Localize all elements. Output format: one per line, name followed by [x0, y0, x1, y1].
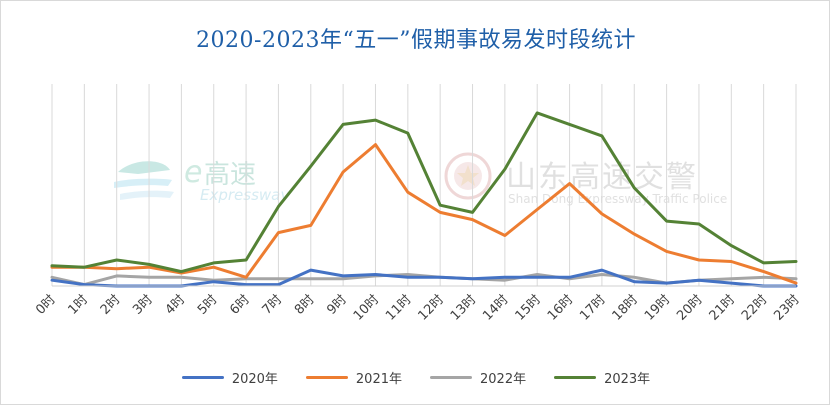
x-tick-label: 3时	[130, 292, 156, 318]
legend-label: 2021年	[355, 372, 402, 387]
series-line-2021年	[50, 143, 798, 285]
x-tick-label: 9时	[324, 292, 350, 318]
x-tick-label: 15时	[513, 292, 544, 323]
x-tick-label: 4时	[163, 292, 189, 318]
x-tick-label: 19时	[642, 292, 673, 323]
chart-title: 2020-2023年“五一”假期事故易发时段统计	[196, 28, 636, 53]
x-tick-label: 14时	[480, 292, 511, 323]
legend-label: 2022年	[480, 372, 527, 387]
x-tick-label: 20时	[674, 292, 705, 323]
chart-series	[50, 111, 798, 288]
x-tick-label: 6时	[227, 292, 253, 318]
legend-label: 2020年	[231, 372, 278, 387]
x-tick-label: 8时	[292, 292, 318, 318]
x-tick-label: 0时	[33, 292, 59, 318]
x-tick-label: 23时	[771, 292, 802, 323]
chart-legend: 2020年 2021年 2022年 2023年	[0, 368, 832, 387]
x-tick-label: 13时	[448, 292, 479, 323]
x-tick-label: 5时	[195, 292, 221, 318]
series-line-2023年	[50, 111, 798, 274]
x-tick-label: 16时	[545, 292, 576, 323]
legend-label: 2023年	[604, 372, 651, 387]
x-tick-label: 17时	[577, 292, 608, 323]
legend-swatch	[554, 376, 597, 379]
x-axis-ticks: 0时 1时 2时 3时 4时 5时 6时 7时 8时 9时 10时 11时 12时 13时 14时 15时 16…	[33, 292, 803, 323]
x-tick-label: 7时	[260, 292, 286, 318]
legend-item: 2021年	[305, 368, 402, 387]
x-tick-label: 18时	[610, 292, 641, 323]
legend-swatch	[181, 376, 224, 379]
x-tick-label: 1时	[66, 292, 92, 318]
legend-swatch	[305, 376, 348, 379]
legend-item: 2020年	[181, 368, 278, 387]
legend-swatch	[430, 376, 472, 379]
legend-item: 2022年	[430, 368, 526, 387]
chart-grid	[51, 84, 797, 286]
x-tick-label: 10时	[351, 292, 382, 323]
x-tick-label: 12时	[416, 292, 447, 323]
x-tick-label: 2时	[98, 292, 124, 318]
legend-item: 2023年	[554, 368, 650, 387]
x-tick-label: 22时	[739, 292, 770, 323]
x-tick-label: 11时	[383, 292, 414, 323]
x-tick-label: 21时	[707, 292, 738, 323]
